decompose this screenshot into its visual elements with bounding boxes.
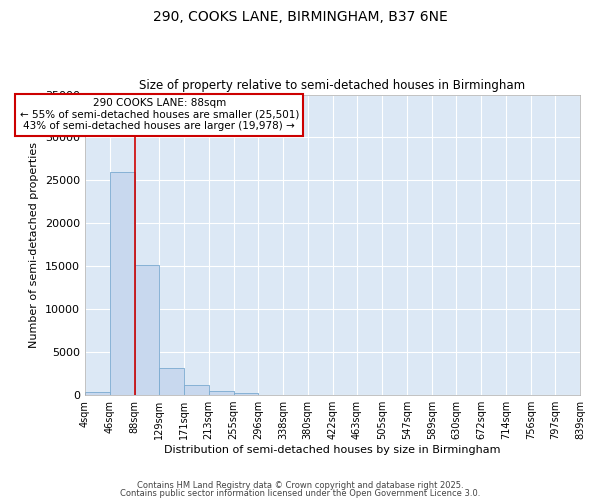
Bar [134,264,159,395]
Text: 290, COOKS LANE, BIRMINGHAM, B37 6NE: 290, COOKS LANE, BIRMINGHAM, B37 6NE [152,10,448,24]
X-axis label: Distribution of semi-detached houses by size in Birmingham: Distribution of semi-detached houses by … [164,445,500,455]
Bar [85,392,110,395]
Bar [110,172,134,395]
Text: 290 COOKS LANE: 88sqm
← 55% of semi-detached houses are smaller (25,501)
43% of : 290 COOKS LANE: 88sqm ← 55% of semi-deta… [20,98,299,132]
Bar [233,394,258,395]
Bar [184,385,209,395]
Text: Contains HM Land Registry data © Crown copyright and database right 2025.: Contains HM Land Registry data © Crown c… [137,481,463,490]
Title: Size of property relative to semi-detached houses in Birmingham: Size of property relative to semi-detach… [139,79,526,92]
Bar [209,391,233,395]
Text: Contains public sector information licensed under the Open Government Licence 3.: Contains public sector information licen… [120,488,480,498]
Y-axis label: Number of semi-detached properties: Number of semi-detached properties [29,142,39,348]
Bar [159,368,184,395]
